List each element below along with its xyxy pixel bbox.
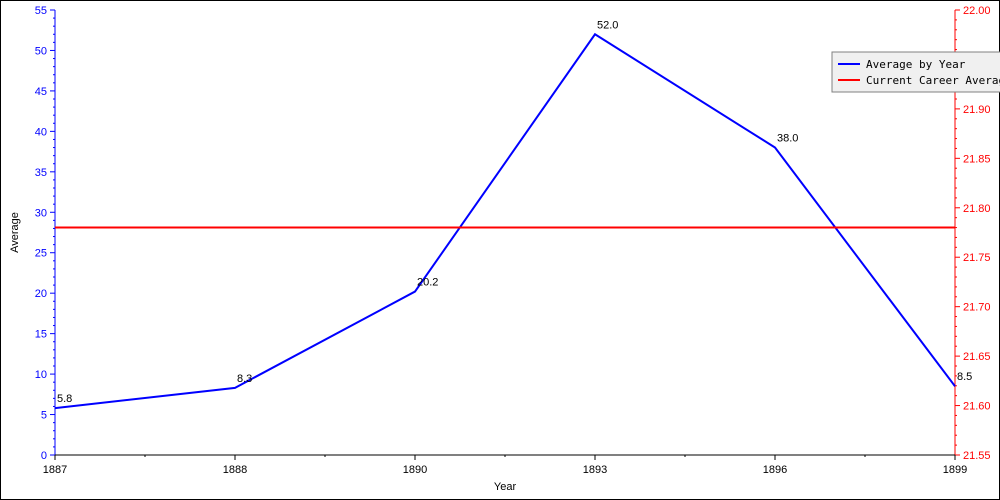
svg-text:25: 25 [35, 248, 47, 260]
svg-text:1890: 1890 [403, 464, 427, 476]
svg-text:21.85: 21.85 [963, 153, 991, 165]
svg-text:Average: Average [9, 212, 21, 253]
svg-text:1899: 1899 [943, 464, 967, 476]
svg-text:Current Career Average: Current Career Average [866, 74, 1000, 87]
svg-text:22.00: 22.00 [963, 5, 991, 17]
svg-text:20: 20 [35, 288, 47, 300]
svg-text:1888: 1888 [223, 464, 247, 476]
svg-text:30: 30 [35, 207, 47, 219]
svg-text:21.60: 21.60 [963, 401, 991, 413]
svg-text:Year: Year [494, 481, 517, 493]
svg-text:1896: 1896 [763, 464, 787, 476]
svg-text:21.65: 21.65 [963, 351, 991, 363]
svg-text:20.2: 20.2 [417, 277, 438, 289]
svg-text:1887: 1887 [43, 464, 67, 476]
svg-text:38.0: 38.0 [777, 133, 798, 145]
svg-text:Average by Year: Average by Year [866, 58, 966, 71]
svg-text:5: 5 [41, 410, 47, 422]
svg-text:21.75: 21.75 [963, 252, 991, 264]
svg-text:55: 55 [35, 5, 47, 17]
svg-text:8.5: 8.5 [957, 371, 972, 383]
chart-container: 0 5 10 15 20 25 30 35 40 45 50 55 21.55 21.60 21.65 21.… [0, 0, 1000, 500]
svg-text:40: 40 [35, 126, 47, 138]
line-chart: 0 5 10 15 20 25 30 35 40 45 50 55 21.55 21.60 21.65 21.… [0, 0, 1000, 500]
svg-text:21.55: 21.55 [963, 450, 991, 462]
svg-text:50: 50 [35, 45, 47, 57]
svg-text:35: 35 [35, 167, 47, 179]
svg-text:21.70: 21.70 [963, 302, 991, 314]
svg-text:0: 0 [41, 450, 47, 462]
svg-text:52.0: 52.0 [597, 19, 618, 31]
svg-text:21.90: 21.90 [963, 104, 991, 116]
svg-text:45: 45 [35, 86, 47, 98]
svg-text:8.3: 8.3 [237, 373, 252, 385]
svg-text:21.80: 21.80 [963, 203, 991, 215]
svg-text:10: 10 [35, 369, 47, 381]
svg-text:5.8: 5.8 [57, 393, 72, 405]
svg-text:15: 15 [35, 329, 47, 341]
svg-text:1893: 1893 [583, 464, 607, 476]
